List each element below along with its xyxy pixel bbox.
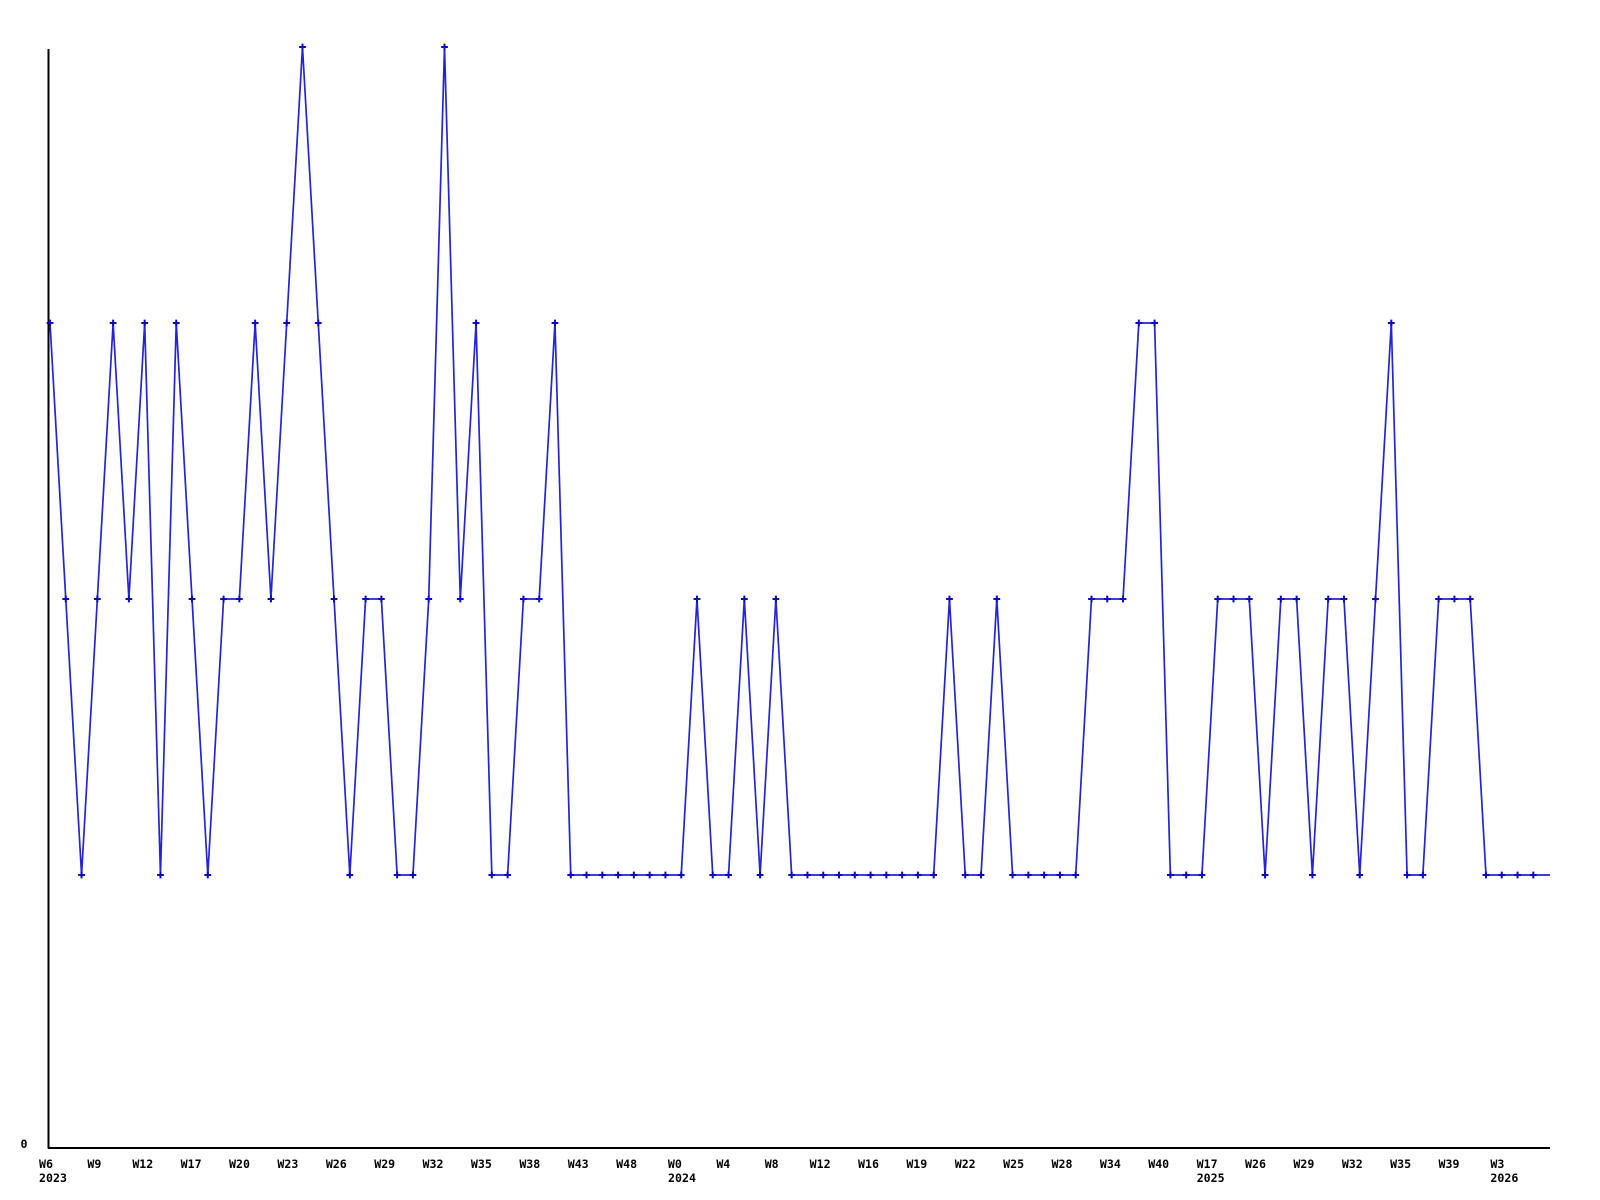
x-tick-week-label: W38 <box>519 1157 540 1171</box>
x-tick-week-label: W23 <box>277 1157 298 1171</box>
x-tick-week-label: W8 <box>765 1157 779 1171</box>
x-tick-week-label: W35 <box>1390 1157 1411 1171</box>
x-tick-week-label: W40 <box>1148 1157 1169 1171</box>
x-tick-week-label: W39 <box>1439 1157 1460 1171</box>
x-tick-week-label: W4 <box>716 1157 730 1171</box>
x-tick-week-label: W43 <box>568 1157 589 1171</box>
x-tick-year-label: 2026 <box>1490 1171 1518 1185</box>
x-tick-year-label: 2024 <box>668 1171 696 1185</box>
x-tick-week-label: W32 <box>1342 1157 1363 1171</box>
x-tick-week-label: W26 <box>326 1157 347 1171</box>
x-tick-week-label: W20 <box>229 1157 250 1171</box>
x-tick-week-label: W12 <box>132 1157 153 1171</box>
x-tick-week-label: W28 <box>1052 1157 1073 1171</box>
x-tick-week-label: W29 <box>374 1157 395 1171</box>
x-tick-week-label: W3 <box>1490 1157 1504 1171</box>
x-tick-week-label: W9 <box>87 1157 101 1171</box>
x-tick-week-label: W29 <box>1293 1157 1314 1171</box>
x-tick-week-label: W35 <box>471 1157 492 1171</box>
x-tick-week-label: W19 <box>906 1157 927 1171</box>
x-tick-week-label: W48 <box>616 1157 637 1171</box>
series-point-markers <box>46 43 1537 879</box>
x-tick-week-label: W26 <box>1245 1157 1266 1171</box>
x-tick-week-label: W16 <box>858 1157 879 1171</box>
x-tick-year-label: 2025 <box>1197 1171 1225 1185</box>
series-line <box>49 46 1550 876</box>
x-tick-week-label: W17 <box>1197 1157 1218 1171</box>
x-tick-week-label: W6 <box>39 1157 53 1171</box>
x-tick-week-label: W17 <box>181 1157 202 1171</box>
x-tick-week-label: W12 <box>810 1157 831 1171</box>
y-axis-zero-label: 0 <box>21 1137 28 1151</box>
x-tick-week-label: W0 <box>668 1157 682 1171</box>
x-tick-week-label: W25 <box>1003 1157 1024 1171</box>
x-tick-week-label: W22 <box>955 1157 976 1171</box>
x-tick-year-label: 2023 <box>39 1171 67 1185</box>
x-tick-week-label: W32 <box>423 1157 444 1171</box>
x-tick-week-label: W34 <box>1100 1157 1121 1171</box>
